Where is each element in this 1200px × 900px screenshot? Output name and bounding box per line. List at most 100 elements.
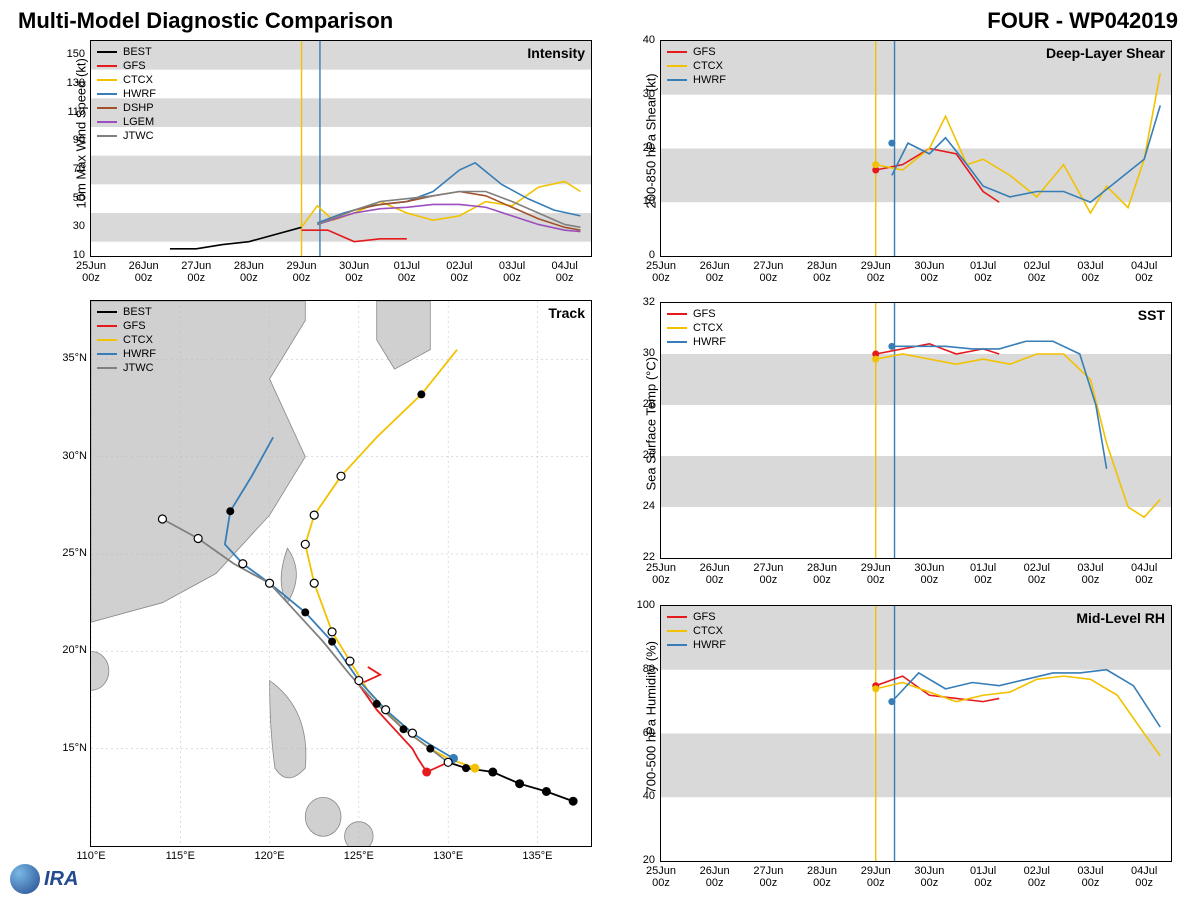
xtick-label: 27Jun 00z bbox=[746, 562, 790, 586]
xtick-label: 30Jun 00z bbox=[907, 562, 951, 586]
xtick-label: 01Jul 00z bbox=[961, 865, 1005, 889]
legend-swatch bbox=[97, 311, 117, 313]
legend-swatch bbox=[667, 630, 687, 632]
legend-item: DSHP bbox=[97, 101, 156, 115]
legend-item: CTCX bbox=[97, 333, 156, 347]
legend-label: HWRF bbox=[693, 74, 726, 86]
legend-label: GFS bbox=[123, 320, 146, 332]
xtick-label: 01Jul 00z bbox=[385, 260, 429, 284]
xtick-label: 27Jun 00z bbox=[174, 260, 218, 284]
ytick-label: 30°N bbox=[49, 450, 87, 462]
xtick-label: 30Jun 00z bbox=[907, 260, 951, 284]
ylabel: Sea Surface Temp (°C) bbox=[644, 370, 659, 490]
xtick-label: 27Jun 00z bbox=[746, 865, 790, 889]
legend-swatch bbox=[97, 51, 117, 53]
page-title-left: Multi-Model Diagnostic Comparison bbox=[18, 8, 393, 34]
xtick-label: 01Jul 00z bbox=[961, 260, 1005, 284]
legend-swatch bbox=[97, 121, 117, 123]
legend-label: GFS bbox=[693, 46, 716, 58]
xtick-label: 01Jul 00z bbox=[961, 562, 1005, 586]
xtick-label: 25Jun 00z bbox=[639, 865, 683, 889]
legend-swatch bbox=[97, 353, 117, 355]
panel-title: Deep-Layer Shear bbox=[1046, 45, 1165, 61]
legend: BEST GFS CTCXHWRFJTWC bbox=[97, 305, 156, 375]
ytick-label: 100 bbox=[623, 599, 655, 611]
legend-swatch bbox=[667, 313, 687, 315]
legend-swatch bbox=[667, 51, 687, 53]
xtick-label: 04Jul 00z bbox=[543, 260, 587, 284]
xtick-label: 04Jul 00z bbox=[1122, 562, 1166, 586]
page-title-right: FOUR - WP042019 bbox=[987, 8, 1178, 34]
xtick-label: 29Jun 00z bbox=[854, 865, 898, 889]
legend: BESTGFSCTCXHWRFDSHPLGEMJTWC bbox=[97, 45, 156, 143]
xtick-label: 115°E bbox=[158, 850, 202, 862]
legend-label: JTWC bbox=[123, 130, 154, 142]
legend-label: BEST bbox=[123, 306, 152, 318]
track-panel: TrackBESTGFSCTCXHWRFJTWC110°E115°E120°E1… bbox=[90, 300, 592, 847]
legend-label: LGEM bbox=[123, 116, 154, 128]
legend-swatch bbox=[97, 93, 117, 95]
legend-label: DSHP bbox=[123, 102, 154, 114]
logo-globe-icon bbox=[10, 864, 40, 894]
xtick-label: 110°E bbox=[69, 850, 113, 862]
legend-item: GFS bbox=[667, 610, 726, 624]
legend-item: JTWC bbox=[97, 129, 156, 143]
xtick-label: 02Jul 00z bbox=[1015, 562, 1059, 586]
legend-swatch bbox=[97, 65, 117, 67]
legend-swatch bbox=[97, 79, 117, 81]
legend-label: GFS bbox=[693, 308, 716, 320]
ytick-label: 15°N bbox=[49, 742, 87, 754]
legend-item: CTCX bbox=[667, 59, 726, 73]
ylabel: 700-500 hPa Humidity (%) bbox=[644, 673, 659, 793]
logo-text: IRA bbox=[44, 868, 78, 891]
xtick-label: 26Jun 00z bbox=[693, 865, 737, 889]
xtick-label: 28Jun 00z bbox=[800, 865, 844, 889]
xtick-label: 29Jun 00z bbox=[854, 260, 898, 284]
cira-logo: IRA bbox=[10, 864, 78, 894]
xtick-label: 130°E bbox=[426, 850, 470, 862]
legend-item: HWRF bbox=[97, 347, 156, 361]
legend-label: CTCX bbox=[123, 334, 153, 346]
legend-swatch bbox=[667, 327, 687, 329]
ytick-label: 20°N bbox=[49, 644, 87, 656]
legend-swatch bbox=[667, 79, 687, 81]
ytick-label: 40 bbox=[623, 34, 655, 46]
ytick-label: 24 bbox=[623, 500, 655, 512]
legend-item: HWRF bbox=[667, 73, 726, 87]
rh-panel: Mid-Level RHGFSCTCXHWRF2040608010025Jun … bbox=[660, 605, 1172, 862]
intensity-panel: IntensityBESTGFSCTCXHWRFDSHPLGEMJTWC1030… bbox=[90, 40, 592, 257]
xtick-label: 135°E bbox=[515, 850, 559, 862]
xtick-label: 30Jun 00z bbox=[332, 260, 376, 284]
xtick-label: 29Jun 00z bbox=[280, 260, 324, 284]
legend-swatch bbox=[97, 135, 117, 137]
legend-label: CTCX bbox=[693, 322, 723, 334]
legend: GFSCTCXHWRF bbox=[667, 610, 726, 652]
legend-item: HWRF bbox=[667, 638, 726, 652]
xtick-label: 125°E bbox=[337, 850, 381, 862]
ytick-label: 32 bbox=[623, 296, 655, 308]
legend-label: JTWC bbox=[123, 362, 154, 374]
ylabel: 10m Max Wind Speed (kt) bbox=[74, 88, 89, 208]
legend-swatch bbox=[667, 616, 687, 618]
xtick-label: 04Jul 00z bbox=[1122, 865, 1166, 889]
legend-item: HWRF bbox=[97, 87, 156, 101]
xtick-label: 04Jul 00z bbox=[1122, 260, 1166, 284]
legend-item: GFS bbox=[97, 59, 156, 73]
xtick-label: 29Jun 00z bbox=[854, 562, 898, 586]
xtick-label: 26Jun 00z bbox=[693, 260, 737, 284]
xtick-label: 03Jul 00z bbox=[1068, 865, 1112, 889]
sst-panel: SSTGFSCTCXHWRF22242628303225Jun 00z26Jun… bbox=[660, 302, 1172, 559]
xtick-label: 03Jul 00z bbox=[490, 260, 534, 284]
legend-label: GFS bbox=[123, 60, 146, 72]
legend: GFS CTCX HWRF bbox=[667, 307, 726, 349]
legend-label: CTCX bbox=[123, 74, 153, 86]
legend-item: CTCX bbox=[97, 73, 156, 87]
panel-title: Mid-Level RH bbox=[1076, 610, 1165, 626]
legend-item: JTWC bbox=[97, 361, 156, 375]
legend-swatch bbox=[667, 65, 687, 67]
legend-label: HWRF bbox=[693, 336, 726, 348]
legend-swatch bbox=[97, 339, 117, 341]
legend-item: GFS bbox=[97, 319, 156, 333]
legend-item: GFS bbox=[667, 45, 726, 59]
legend-label: CTCX bbox=[693, 625, 723, 637]
